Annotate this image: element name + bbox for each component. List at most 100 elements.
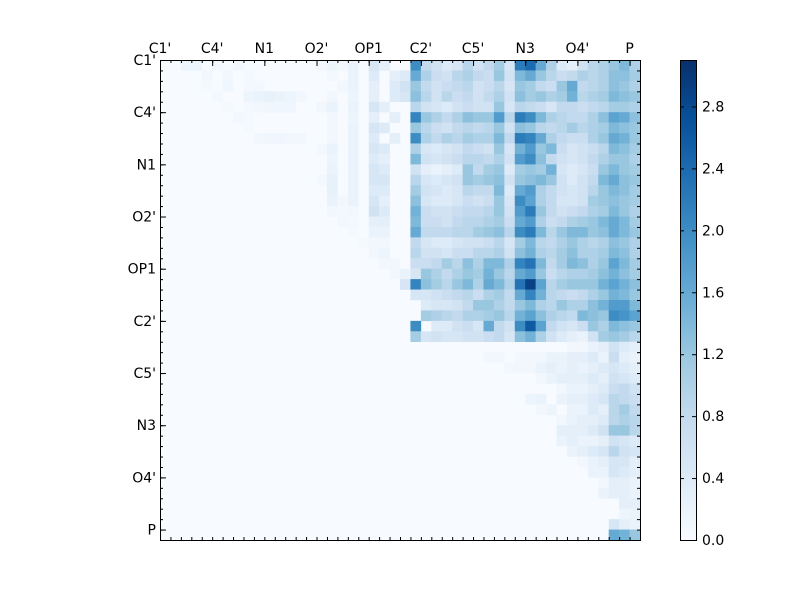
heatmap-cell <box>243 101 255 113</box>
heatmap-cell <box>587 383 599 395</box>
heatmap-cell <box>295 91 307 103</box>
heatmap-cell <box>546 352 557 363</box>
heatmap-cell <box>514 268 526 280</box>
heatmap-cell <box>608 331 620 343</box>
heatmap-cell <box>608 425 620 436</box>
heatmap-cell <box>410 268 422 280</box>
heatmap-cell <box>410 101 422 113</box>
heatmap-cell <box>556 258 568 269</box>
heatmap-cell <box>587 300 599 311</box>
heatmap-cell <box>358 237 369 249</box>
heatmap-cell <box>556 112 568 123</box>
heatmap-cell <box>577 383 589 395</box>
heatmap-cell <box>504 153 516 165</box>
heatmap-cell <box>619 112 630 123</box>
heatmap-cell <box>619 153 630 165</box>
heatmap-cell <box>587 456 599 468</box>
heatmap-cell <box>556 101 568 113</box>
heatmap-cell <box>483 195 495 207</box>
heatmap-cell <box>493 174 505 186</box>
colorbar-tick-label: 2.0 <box>702 223 724 239</box>
heatmap-cell <box>431 164 443 176</box>
heatmap-cell <box>608 216 620 228</box>
x-tick-label: N3 <box>516 41 535 57</box>
heatmap-cell <box>556 174 568 186</box>
heatmap-cell <box>347 206 359 217</box>
heatmap-cell <box>525 174 536 186</box>
heatmap-cell <box>431 195 443 207</box>
heatmap-cell <box>546 122 557 134</box>
heatmap-cell <box>410 195 422 207</box>
heatmap-cell <box>483 101 495 113</box>
heatmap-cell <box>420 258 432 269</box>
heatmap-cell <box>629 466 641 478</box>
heatmap-cell <box>504 226 516 238</box>
heatmap-cell <box>347 133 359 144</box>
heatmap-cell <box>566 112 578 123</box>
heatmap-cell <box>410 258 422 269</box>
heatmap-cell <box>420 268 432 280</box>
heatmap-cell <box>431 70 443 82</box>
heatmap-cell <box>514 279 526 290</box>
heatmap-cell <box>410 289 422 301</box>
heatmap-cell <box>452 164 463 176</box>
heatmap-cell <box>629 153 641 165</box>
heatmap-cell <box>629 216 641 228</box>
heatmap-cell <box>535 143 547 155</box>
heatmap-cell <box>337 216 349 228</box>
heatmap-cell <box>535 226 547 238</box>
heatmap-cell <box>629 320 641 332</box>
heatmap-cell <box>326 122 338 134</box>
heatmap-cell <box>577 446 589 457</box>
heatmap-cell <box>420 300 432 311</box>
heatmap-cell <box>566 279 578 290</box>
heatmap-cell <box>587 80 599 92</box>
heatmap-cell <box>420 237 432 249</box>
heatmap-cell <box>473 133 484 144</box>
heatmap-cell <box>400 70 411 82</box>
heatmap-cell <box>577 112 589 123</box>
heatmap-cell <box>629 373 641 384</box>
heatmap-cell <box>368 153 380 165</box>
heatmap-cell <box>587 133 599 144</box>
heatmap-cell <box>441 289 453 301</box>
heatmap-cell <box>587 435 599 447</box>
heatmap-cell <box>400 80 411 92</box>
heatmap-cell <box>326 91 338 103</box>
heatmap-cell <box>608 237 620 249</box>
heatmap-cell <box>608 60 620 71</box>
heatmap-cell <box>546 174 557 186</box>
heatmap-cell <box>546 268 557 280</box>
heatmap-cell <box>535 70 547 82</box>
heatmap-cell <box>473 143 484 155</box>
heatmap-cell <box>473 216 484 228</box>
heatmap-cell <box>285 133 296 144</box>
y-tick-label: P <box>148 523 156 539</box>
heatmap-cell <box>535 300 547 311</box>
heatmap-cell <box>473 310 484 322</box>
heatmap-cell <box>619 362 630 374</box>
heatmap-cell <box>587 70 599 82</box>
heatmap-cell <box>535 404 547 416</box>
heatmap-cell <box>566 91 578 103</box>
heatmap-cell <box>431 143 443 155</box>
heatmap-cell <box>587 331 599 343</box>
heatmap-cell <box>556 352 568 363</box>
heatmap-cell <box>473 226 484 238</box>
heatmap-cell <box>587 446 599 457</box>
heatmap-cell <box>493 310 505 322</box>
heatmap-cell <box>514 310 526 322</box>
heatmap-cell <box>619 268 630 280</box>
heatmap-cell <box>462 91 474 103</box>
heatmap-cell <box>514 133 526 144</box>
heatmap-cell <box>525 143 536 155</box>
heatmap-cell <box>420 153 432 165</box>
heatmap-cell <box>452 70 463 82</box>
heatmap-cell <box>389 268 401 280</box>
heatmap-cell <box>546 185 557 196</box>
heatmap-cell <box>368 216 380 228</box>
heatmap-cell <box>389 133 401 144</box>
heatmap-cell <box>587 268 599 280</box>
heatmap-cell <box>525 258 536 269</box>
